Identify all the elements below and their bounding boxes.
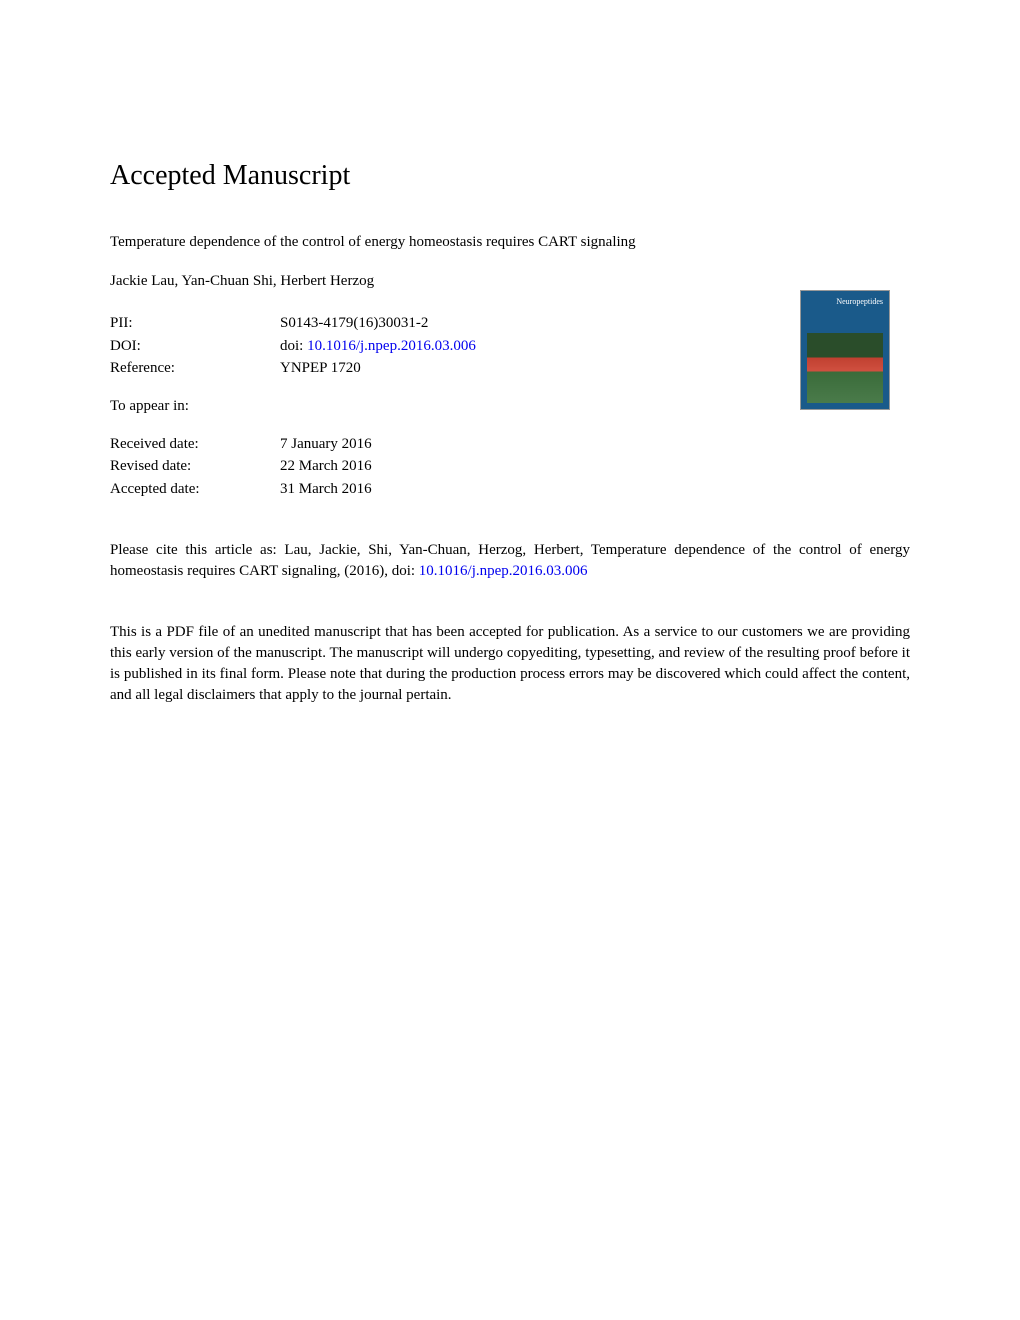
date-row-revised: Revised date: 22 March 2016 <box>110 455 910 478</box>
dates-table: Received date: 7 January 2016 Revised da… <box>110 433 910 501</box>
received-label: Received date: <box>110 433 280 456</box>
reference-label: Reference: <box>110 357 280 380</box>
citation-doi-link[interactable]: 10.1016/j.npep.2016.03.006 <box>419 563 588 579</box>
journal-cover-image <box>807 333 883 403</box>
date-row-accepted: Accepted date: 31 March 2016 <box>110 478 910 501</box>
journal-cover-label: Neuropeptides <box>801 291 889 306</box>
doi-label: DOI: <box>110 335 280 358</box>
authors: Jackie Lau, Yan-Chuan Shi, Herbert Herzo… <box>110 273 910 290</box>
received-value: 7 January 2016 <box>280 433 910 456</box>
citation-text: Please cite this article as: Lau, Jackie… <box>110 540 910 582</box>
revised-value: 22 March 2016 <box>280 455 910 478</box>
meta-table: PII: S0143-4179(16)30031-2 DOI: doi: 10.… <box>110 312 910 380</box>
revised-label: Revised date: <box>110 455 280 478</box>
pii-label: PII: <box>110 312 280 335</box>
doi-prefix: doi: <box>280 338 307 354</box>
meta-row-reference: Reference: YNPEP 1720 <box>110 357 910 380</box>
accepted-value: 31 March 2016 <box>280 478 910 501</box>
meta-row-pii: PII: S0143-4179(16)30031-2 <box>110 312 910 335</box>
accepted-label: Accepted date: <box>110 478 280 501</box>
article-title: Temperature dependence of the control of… <box>110 232 670 253</box>
appear-in: To appear in: <box>110 398 910 415</box>
disclaimer-text: This is a PDF file of an unedited manusc… <box>110 622 910 706</box>
meta-row-doi: DOI: doi: 10.1016/j.npep.2016.03.006 <box>110 335 910 358</box>
accepted-manuscript-heading: Accepted Manuscript <box>110 160 910 192</box>
doi-link[interactable]: 10.1016/j.npep.2016.03.006 <box>307 338 476 354</box>
journal-cover: Neuropeptides <box>800 290 890 410</box>
date-row-received: Received date: 7 January 2016 <box>110 433 910 456</box>
